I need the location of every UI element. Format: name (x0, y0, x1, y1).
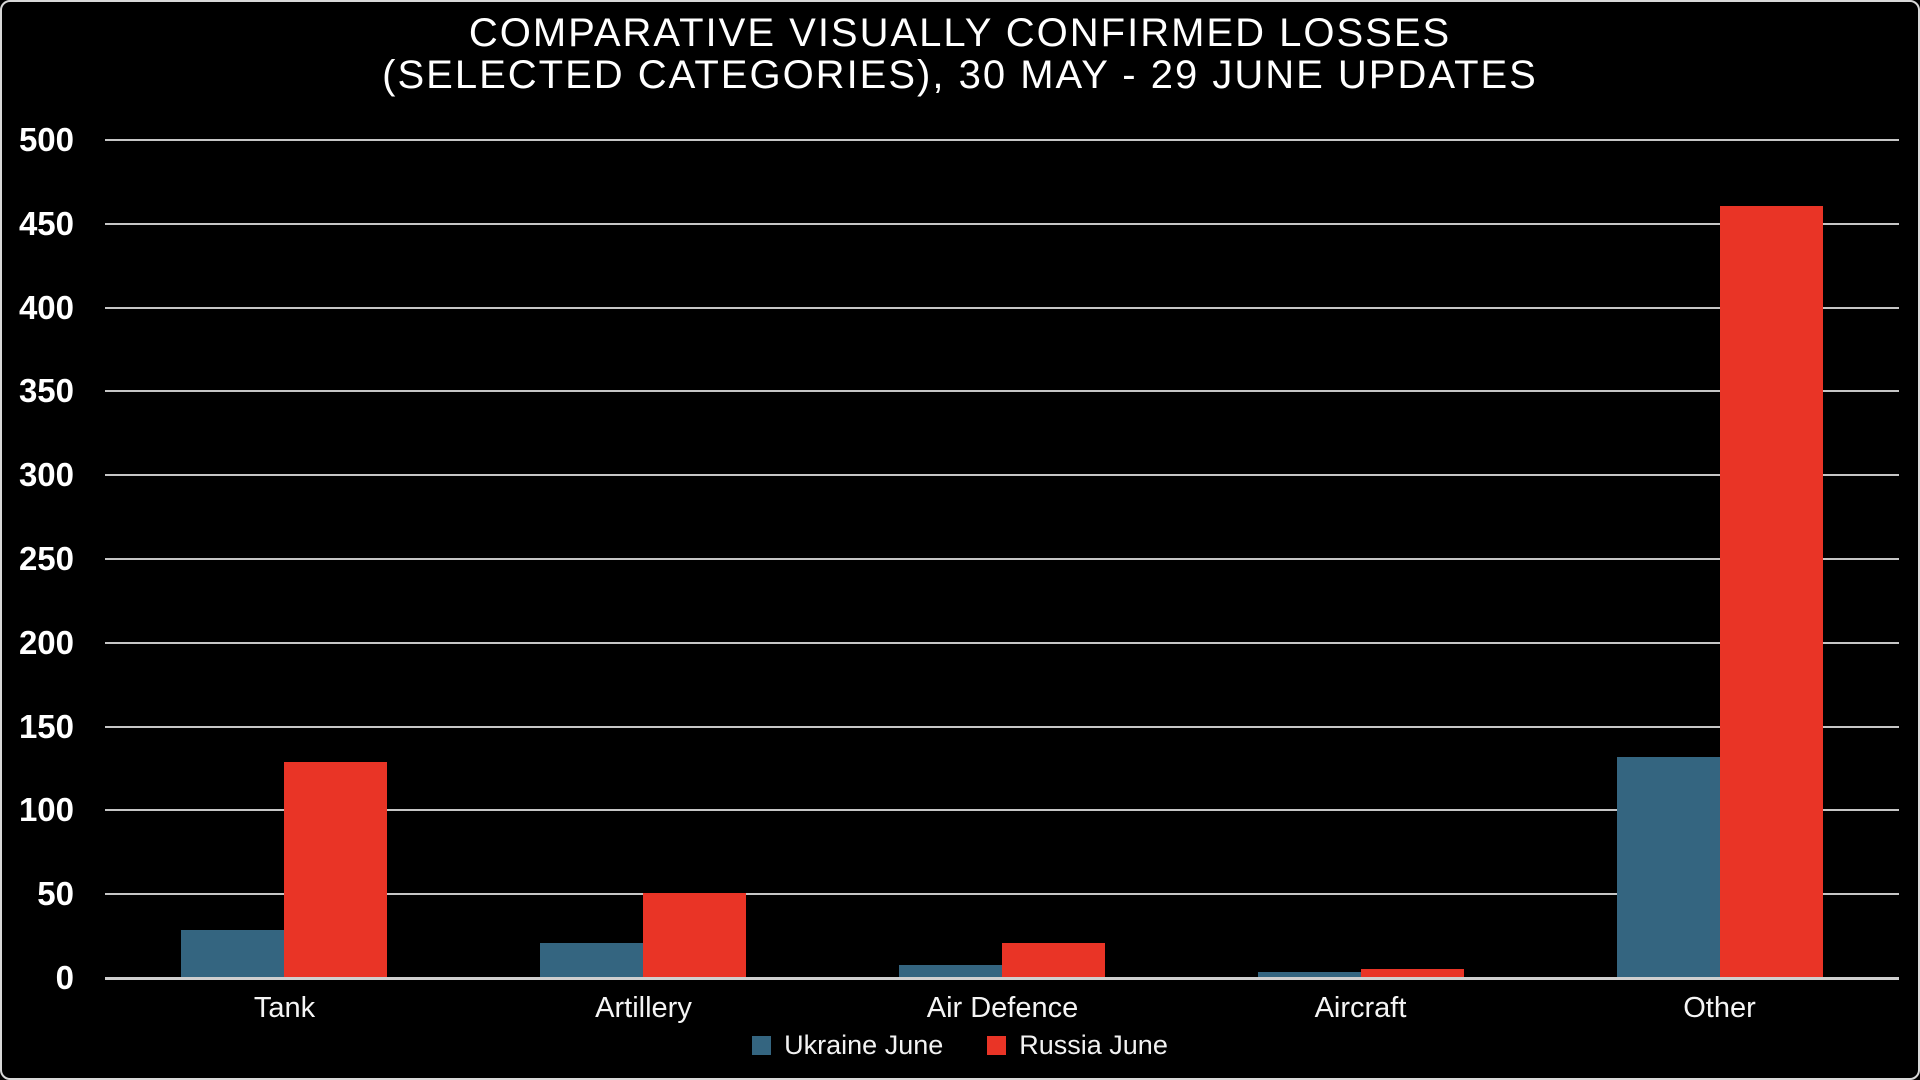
chart-title: COMPARATIVE VISUALLY CONFIRMED LOSSES (S… (2, 12, 1918, 96)
bar-russia-june-tank (284, 762, 387, 977)
bar-ukraine-june-artillery (540, 943, 643, 977)
gridline-300 (105, 474, 1899, 476)
bar-russia-june-air-defence (1002, 943, 1105, 977)
bar-ukraine-june-other (1617, 757, 1720, 977)
x-category-label-tank: Tank (253, 992, 316, 1024)
x-category-label-aircraft: Aircraft (1314, 992, 1407, 1024)
x-category-label-air-defence: Air Defence (926, 992, 1079, 1024)
legend-item-ukraine-june: Ukraine June (752, 1032, 943, 1059)
y-tick-label-350: 350 (18, 372, 74, 409)
plot-area (105, 139, 1899, 980)
legend-label: Russia June (1019, 1030, 1168, 1060)
bar-ukraine-june-air-defence (899, 965, 1002, 977)
legend-label: Ukraine June (784, 1030, 944, 1060)
y-tick-label-100: 100 (18, 791, 74, 828)
x-category-label-artillery: Artillery (595, 992, 692, 1024)
gridline-350 (105, 390, 1899, 392)
gridline-450 (105, 223, 1899, 225)
y-tick-label-500: 500 (18, 121, 74, 158)
gridline-50 (105, 893, 1899, 895)
chart-title-line-1: COMPARATIVE VISUALLY CONFIRMED LOSSES (468, 11, 1452, 55)
gridline-100 (105, 809, 1899, 811)
y-tick-label-300: 300 (18, 456, 74, 493)
y-tick-label-0: 0 (55, 959, 74, 996)
chart-title-line-2: (SELECTED CATEGORIES), 30 MAY - 29 JUNE … (382, 53, 1538, 97)
gridline-0 (105, 977, 1899, 980)
gridline-400 (105, 307, 1899, 309)
gridline-500 (105, 139, 1899, 141)
y-tick-label-250: 250 (18, 540, 74, 577)
legend-item-russia-june: Russia June (987, 1032, 1168, 1059)
bar-ukraine-june-aircraft (1258, 972, 1361, 977)
gridline-250 (105, 558, 1899, 560)
x-category-label-other: Other (1683, 992, 1756, 1024)
gridline-150 (105, 726, 1899, 728)
legend-swatch-icon (752, 1036, 772, 1055)
gridline-200 (105, 642, 1899, 644)
y-tick-label-50: 50 (37, 875, 74, 912)
legend: Ukraine June Russia June (2, 1032, 1918, 1059)
legend-swatch-icon (987, 1036, 1007, 1055)
y-tick-label-400: 400 (18, 289, 74, 326)
y-tick-label-150: 150 (18, 708, 74, 745)
bar-ukraine-june-tank (181, 930, 284, 977)
bar-russia-june-other (1720, 206, 1823, 977)
y-tick-label-450: 450 (18, 205, 74, 242)
bar-russia-june-aircraft (1361, 969, 1464, 977)
y-tick-label-200: 200 (18, 624, 74, 661)
bar-russia-june-artillery (643, 893, 746, 977)
